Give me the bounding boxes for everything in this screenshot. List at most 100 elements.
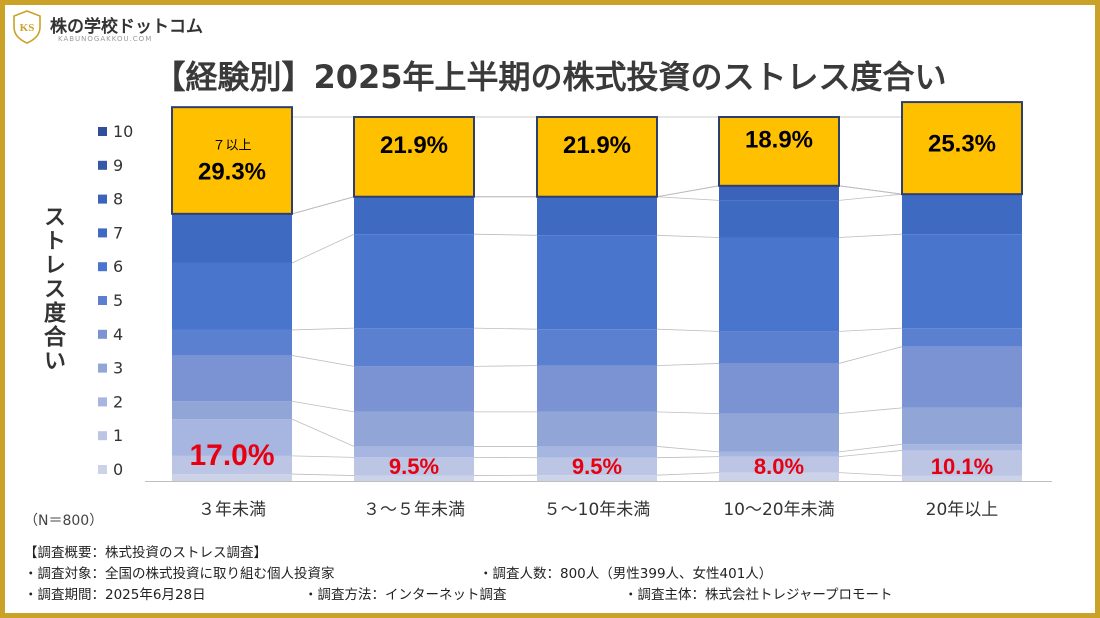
bar-segment-level-0 (719, 472, 839, 481)
legend-label: 10 (113, 122, 133, 141)
connector-line (656, 328, 720, 332)
bar-segment-level-6 (719, 237, 839, 332)
bar-segment-level-3 (354, 411, 474, 447)
legend-swatch (98, 262, 107, 272)
bar-segment-level-7 (537, 196, 657, 236)
connector-line (838, 185, 903, 195)
connector-line (473, 327, 538, 330)
shield-logo-icon: KS (13, 10, 41, 44)
x-tick-label: ３年未満 (198, 500, 266, 520)
top-segment-caption: ７以上 (212, 138, 251, 153)
connector-line (656, 234, 720, 238)
bar-segment-7-plus (901, 101, 1023, 196)
legend-swatch (98, 329, 107, 339)
x-tick-label: ５～10年未満 (544, 500, 651, 520)
connector-line (291, 196, 355, 215)
top-segment-value: 29.3% (198, 158, 266, 185)
bar-segment-level-1 (354, 457, 474, 476)
connector-line (838, 233, 903, 238)
connector-line (838, 443, 903, 453)
bar-segment-level-2 (172, 419, 292, 456)
legend-swatch (98, 363, 107, 373)
bar-segment-level-4 (354, 366, 474, 412)
legend-swatch (98, 296, 107, 305)
logo-mark-text: KS (20, 22, 35, 34)
connector-line (656, 185, 720, 198)
survey-target: ・調査対象：全国の株式投資に取り組む個人投資家 (24, 566, 335, 582)
bar-segment-level-5 (172, 329, 292, 356)
bar-segment-7-plus (718, 116, 840, 187)
connector-line (291, 355, 355, 367)
bar-segment-level-4 (172, 355, 292, 402)
bar-segment-level-3 (172, 401, 292, 420)
bar-segment-level-2 (719, 451, 839, 457)
y-axis-label: ストレス度合い (40, 205, 65, 373)
legend-label: 5 (113, 291, 123, 310)
survey-method: ・調査方法：インターネット調査 (304, 587, 507, 603)
connector-line (656, 411, 720, 415)
bar-segment-level-5 (719, 331, 839, 364)
bar-segment-level-3 (537, 411, 657, 447)
connector-line (656, 456, 720, 459)
survey-heading: 【調査概要：株式投資のストレス調査】 (24, 545, 267, 561)
legend-label: 0 (113, 460, 123, 479)
bar-segment-level-6 (902, 234, 1022, 329)
connector-line (656, 363, 720, 367)
legend-swatch (98, 160, 107, 170)
legend-label: 6 (113, 257, 123, 276)
chart-title: 【経験別】2025年上半期の株式投資のストレス度合い (153, 58, 947, 96)
bar-segment-level-1 (719, 456, 839, 473)
bar-segment-level-5 (902, 328, 1022, 347)
logo-url: KABUNOGAKKOU.COM (58, 35, 153, 43)
bar-segment-level-0 (537, 475, 657, 481)
bar-segment-level-4 (902, 346, 1022, 408)
bar-segment-level-0 (902, 475, 1022, 481)
top-segment-value: 18.9% (745, 126, 813, 153)
bottom-segment-value: 9.5% (389, 454, 439, 479)
legend-label: 4 (113, 325, 123, 344)
top-segment-value: 25.3% (928, 131, 996, 158)
survey-host: ・調査主体：株式会社トレジャープロモート (624, 587, 893, 603)
bar-segment-level-8 (719, 185, 839, 201)
connector-line (291, 473, 355, 476)
legend-label: 8 (113, 190, 123, 209)
sample-size-label: （N＝800） (24, 513, 104, 529)
connector-line (656, 472, 720, 476)
bottom-segment-value: 8.0% (754, 454, 804, 479)
bottom-segment-value: 17.0% (189, 439, 274, 472)
bar-segment-level-7 (902, 194, 1022, 235)
legend-label: 9 (113, 156, 123, 175)
connector-line (291, 327, 355, 331)
connector-line (838, 450, 903, 458)
bottom-segment-value: 10.1% (931, 454, 993, 479)
legend-label: 1 (113, 426, 123, 445)
connector-line (838, 407, 903, 415)
survey-period: ・調査期間：2025年6月28日 (24, 587, 206, 603)
legend-swatch (98, 127, 107, 136)
connector-line (291, 455, 355, 458)
connector-line (838, 327, 903, 332)
connector-line (291, 400, 355, 413)
bar-segment-level-0 (172, 474, 292, 481)
legend-swatch (98, 465, 107, 474)
bar-segment-level-4 (537, 365, 657, 412)
connector-line (656, 196, 720, 201)
bar-segment-7-plus (171, 106, 293, 215)
bar-segment-level-6 (354, 234, 474, 329)
bar-segment-level-3 (902, 407, 1022, 445)
bar-segment-level-5 (354, 328, 474, 367)
bar-segment-7-plus (536, 116, 658, 198)
bar-segment-level-7 (354, 196, 474, 235)
bar-segment-level-7 (719, 200, 839, 238)
connector-line (838, 193, 903, 201)
bar-segment-level-3 (719, 413, 839, 452)
bar-segment-7-plus (353, 116, 475, 198)
logo-name: 株の学校ドットコム (50, 17, 203, 37)
legend-swatch (98, 228, 107, 238)
connector-line (291, 233, 355, 264)
bar-segment-level-0 (354, 475, 474, 481)
bar-segment-level-1 (537, 457, 657, 476)
bar-segment-level-6 (172, 262, 292, 330)
bottom-segment-value: 9.5% (572, 454, 622, 479)
